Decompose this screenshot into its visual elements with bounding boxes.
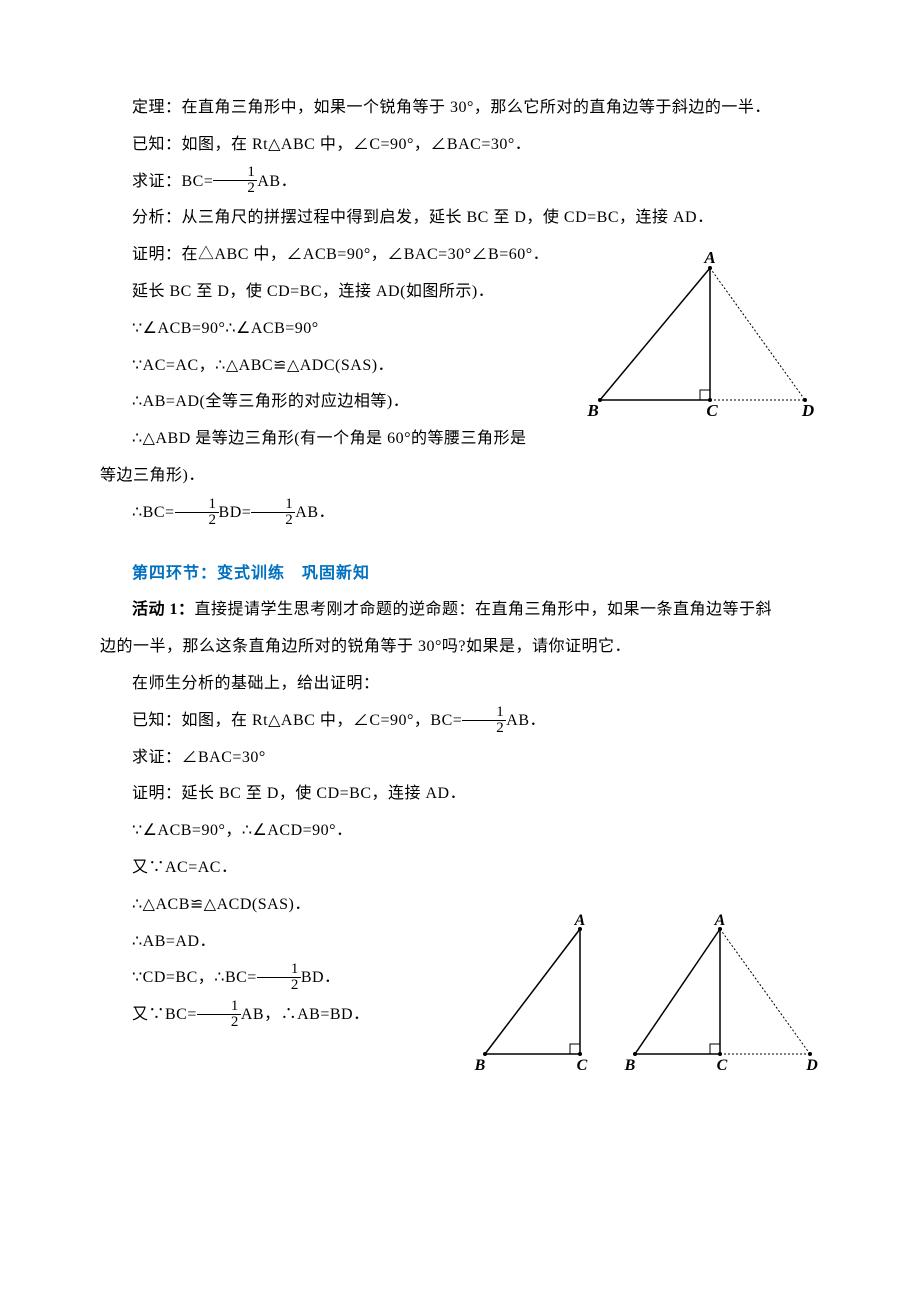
label-C: C: [706, 401, 718, 420]
fraction-half: 12: [462, 705, 506, 736]
proof-line: 等边三角形)．: [100, 458, 820, 495]
fraction-half: 12: [213, 165, 257, 196]
label-C: C: [577, 1057, 588, 1074]
label-D: D: [801, 401, 814, 420]
label-B: B: [624, 1057, 636, 1074]
text: ∵CD=BC，∴BC=: [132, 969, 257, 986]
proof-line: ∵AC=AC，∴△ABC≌△ADC(SAS)．: [100, 348, 540, 385]
document-page: 定理：在直角三角形中，如果一个锐角等于 30°，那么它所对的直角边等于斜边的一半…: [0, 0, 920, 1302]
proof-line: ∴AB=AD(全等三角形的对应边相等)．: [100, 384, 540, 421]
text: 已知：如图，在 Rt△ABC 中，∠C=90°，BC=: [132, 712, 462, 729]
text: BD．: [301, 969, 341, 986]
figure-triangle-abd: A B C D: [580, 250, 820, 420]
text: 又∵BC=: [132, 1006, 197, 1023]
proof-block-1: 定理：在直角三角形中，如果一个锐角等于 30°，那么它所对的直角边等于斜边的一半…: [100, 90, 820, 532]
fraction-half: 12: [175, 497, 219, 528]
text: AB．: [295, 504, 335, 521]
text: 求证：BC=: [132, 173, 213, 190]
label-B: B: [586, 401, 598, 420]
section-4-title: 第四环节：变式训练 巩固新知: [100, 556, 820, 593]
proof-line: 又∵AC=AC．: [100, 850, 820, 887]
to-prove-line-2: 求证：∠BAC=30°: [100, 740, 820, 777]
label-B: B: [474, 1057, 486, 1074]
text: 直接提请学生思考刚才命题的逆命题：在直角三角形中，如果一条直角边等于斜: [195, 601, 773, 618]
analysis-line: 分析：从三角尺的拼摆过程中得到启发，延长 BC 至 D，使 CD=BC，连接 A…: [100, 200, 820, 237]
text: AB．: [506, 712, 546, 729]
to-prove-line: 求证：BC=12AB．: [100, 164, 820, 201]
text: ∴BC=: [132, 504, 175, 521]
theorem-line: 定理：在直角三角形中，如果一个锐角等于 30°，那么它所对的直角边等于斜边的一半…: [100, 90, 820, 127]
activity-label: 活动 1：: [132, 601, 195, 618]
activity-1-line1: 活动 1：直接提请学生思考刚才命题的逆命题：在直角三角形中，如果一条直角边等于斜: [100, 592, 820, 629]
fraction-half: 12: [197, 999, 241, 1030]
text: AB．: [257, 173, 297, 190]
label-A: A: [574, 914, 586, 929]
label-D: D: [805, 1057, 818, 1074]
label-A: A: [714, 914, 726, 929]
proof-line: 证明：延长 BC 至 D，使 CD=BC，连接 AD．: [100, 776, 820, 813]
fraction-half: 12: [251, 497, 295, 528]
activity-1-line2: 边的一半，那么这条直角边所对的锐角等于 30°吗?如果是，请你证明它．: [100, 629, 820, 666]
text: BD=: [219, 504, 252, 521]
given-line: 已知：如图，在 Rt△ABC 中，∠C=90°，∠BAC=30°．: [100, 127, 820, 164]
para: 在师生分析的基础上，给出证明：: [100, 666, 820, 703]
label-C: C: [717, 1057, 728, 1074]
text: AB，∴AB=BD．: [241, 1006, 370, 1023]
proof-line: ∵∠ACB=90°，∴∠ACD=90°．: [100, 813, 820, 850]
proof-block-2: 已知：如图，在 Rt△ABC 中，∠C=90°，BC=12AB． 求证：∠BAC…: [100, 703, 820, 1034]
given-line-2: 已知：如图，在 Rt△ABC 中，∠C=90°，BC=12AB．: [100, 703, 820, 740]
figure-two-triangles: A B C A B C D: [470, 914, 820, 1074]
fraction-half: 12: [257, 962, 301, 993]
proof-conclusion: ∴BC=12BD=12AB．: [100, 495, 820, 532]
label-A: A: [703, 250, 715, 267]
proof-line: ∴△ABD 是等边三角形(有一个角是 60°的等腰三角形是: [100, 421, 540, 458]
